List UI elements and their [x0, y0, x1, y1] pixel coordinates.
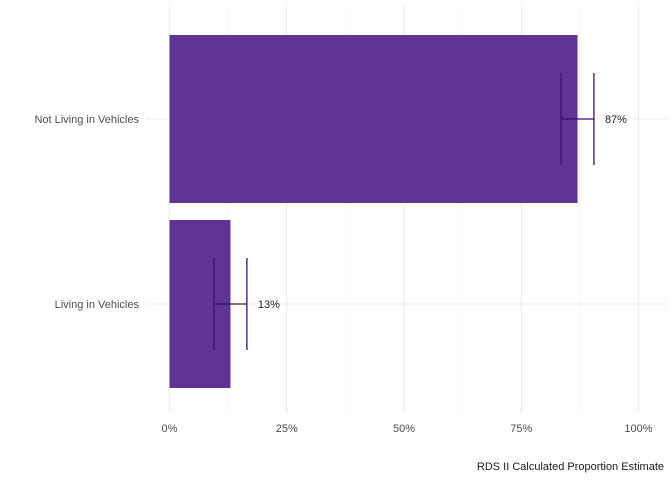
category-label: Living in Vehicles	[55, 299, 140, 311]
x-axis-ticks: 0% 25% 50% 75% 100%	[162, 423, 653, 435]
x-tick-label: 50%	[393, 423, 415, 435]
data-label: 13%	[258, 299, 280, 311]
x-tick-label: 25%	[276, 423, 298, 435]
x-tick-label: 75%	[510, 423, 532, 435]
x-tick-label: 100%	[624, 423, 652, 435]
x-tick-label: 0%	[162, 423, 178, 435]
y-axis-categories: Not Living in Vehicles Living in Vehicles	[34, 114, 139, 311]
category-label: Not Living in Vehicles	[34, 114, 139, 126]
data-label: 87%	[605, 114, 627, 126]
bars	[169, 35, 578, 388]
error-bars	[213, 73, 595, 350]
bar	[169, 35, 578, 203]
x-axis-title: RDS II Calculated Proportion Estimate	[477, 461, 664, 473]
data-labels: 87% 13%	[258, 114, 627, 311]
